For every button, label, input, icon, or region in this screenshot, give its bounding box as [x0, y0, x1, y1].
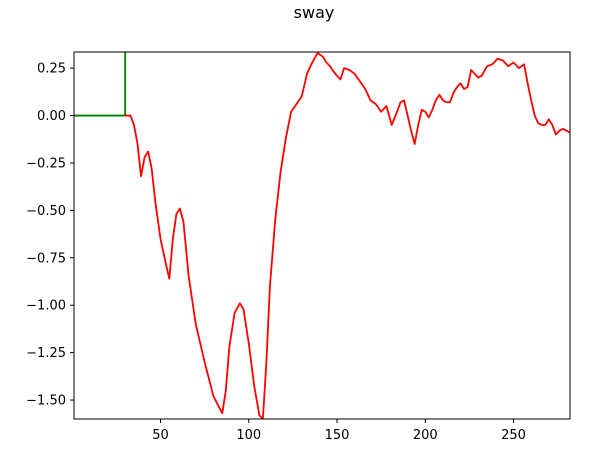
x-tick-label: 200	[413, 428, 438, 443]
y-tick-label: −0.75	[26, 251, 66, 266]
axes-layer: 50 100 150 200 250 0.25 0.00 −0.25 −0.50 −0.75 −1.…	[26, 51, 571, 443]
x-tick-label: 50	[152, 428, 169, 443]
y-tick-label: 0.25	[37, 62, 66, 77]
y-tick-label: −0.25	[26, 156, 66, 171]
y-tick-label: −1.50	[26, 394, 66, 409]
x-tick-label: 250	[501, 428, 526, 443]
y-tick-label: −1.00	[26, 299, 66, 314]
y-tick-label: 0.00	[37, 109, 66, 124]
series-layer	[74, 52, 570, 419]
y-tick-label: −1.25	[26, 346, 66, 361]
plot-frame	[73, 51, 571, 420]
chart-title: sway	[294, 3, 335, 22]
x-tick-label: 150	[325, 428, 350, 443]
x-tick-label: 100	[236, 428, 261, 443]
series-line-sway	[124, 52, 570, 419]
y-tick-label: −0.50	[26, 204, 66, 219]
